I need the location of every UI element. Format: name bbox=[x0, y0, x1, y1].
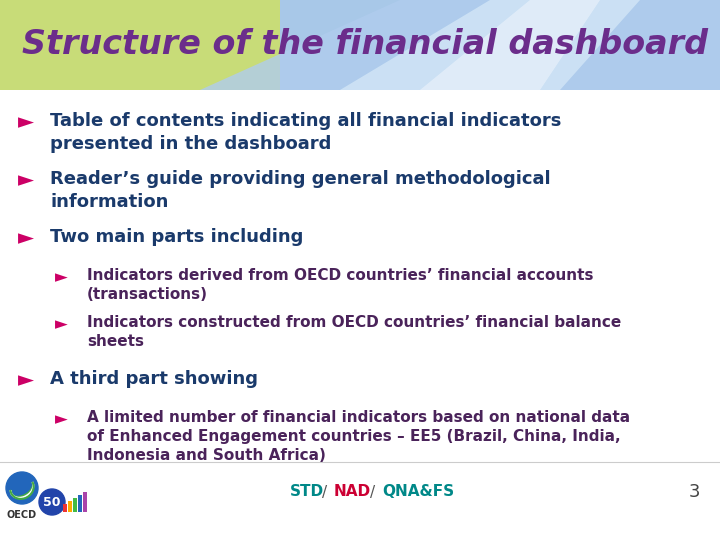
Text: ►: ► bbox=[18, 228, 34, 248]
Text: QNA&FS: QNA&FS bbox=[382, 484, 454, 500]
Text: ►: ► bbox=[55, 410, 68, 428]
Text: NAD: NAD bbox=[334, 484, 371, 500]
Text: ►: ► bbox=[18, 370, 34, 390]
Text: 3: 3 bbox=[688, 483, 700, 501]
Bar bbox=[0, 0, 280, 90]
Bar bbox=[63, 504, 67, 512]
Text: Indicators derived from OECD countries’ financial accounts
(transactions): Indicators derived from OECD countries’ … bbox=[87, 268, 593, 302]
Text: STD: STD bbox=[290, 484, 324, 500]
Text: ►: ► bbox=[55, 268, 68, 286]
Bar bbox=[68, 501, 72, 512]
Text: ►: ► bbox=[55, 315, 68, 333]
Circle shape bbox=[39, 489, 65, 515]
Polygon shape bbox=[200, 0, 720, 90]
Text: A limited number of financial indicators based on national data
of Enhanced Enga: A limited number of financial indicators… bbox=[87, 410, 630, 463]
Text: ►: ► bbox=[18, 170, 34, 190]
Text: Structure of the financial dashboard: Structure of the financial dashboard bbox=[22, 29, 708, 62]
Polygon shape bbox=[420, 0, 600, 90]
Text: Two main parts including: Two main parts including bbox=[50, 228, 303, 246]
Text: A third part showing: A third part showing bbox=[50, 370, 258, 388]
Bar bbox=[83, 492, 87, 512]
Bar bbox=[73, 498, 77, 512]
Text: Indicators constructed from OECD countries’ financial balance
sheets: Indicators constructed from OECD countri… bbox=[87, 315, 621, 349]
Polygon shape bbox=[340, 0, 640, 90]
Text: OECD: OECD bbox=[7, 510, 37, 520]
Text: 50: 50 bbox=[43, 496, 60, 509]
Text: ►: ► bbox=[18, 112, 34, 132]
Circle shape bbox=[6, 472, 38, 504]
Text: /: / bbox=[322, 484, 327, 500]
Bar bbox=[78, 495, 82, 512]
Text: Reader’s guide providing general methodological
information: Reader’s guide providing general methodo… bbox=[50, 170, 551, 211]
Text: Table of contents indicating all financial indicators
presented in the dashboard: Table of contents indicating all financi… bbox=[50, 112, 562, 153]
Bar bbox=[280, 0, 720, 90]
Text: /: / bbox=[370, 484, 375, 500]
